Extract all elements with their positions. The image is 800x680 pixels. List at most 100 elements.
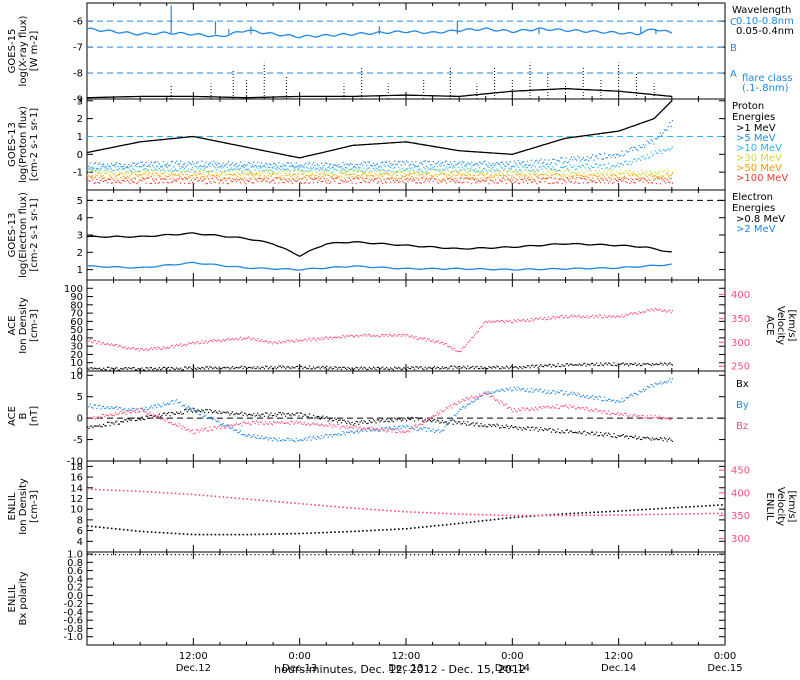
y-axis-label: ACE: [7, 316, 18, 336]
x-tick-date: Dec.14: [601, 663, 636, 674]
legend-entry: >30 MeV: [736, 153, 782, 164]
y-tick-label: 60: [70, 317, 83, 328]
legend-entry: >2 MeV: [736, 224, 776, 235]
y-right-tick-label: 450: [731, 466, 750, 477]
x-tick-time: 12:00: [179, 651, 208, 662]
y-right-tick-label: 350: [731, 511, 750, 522]
series-by: [87, 378, 674, 442]
y-axis-label: log(Electron flux): [18, 192, 29, 278]
y-axis-label: GOES-13: [7, 122, 18, 167]
y-tick-label: 2: [77, 248, 83, 259]
y-tick-label: 16: [70, 473, 83, 484]
y-axis-label: [nT]: [29, 406, 40, 426]
y-tick-label: -10: [67, 457, 83, 468]
series-bz: [87, 391, 674, 435]
y-tick-label: 5: [77, 196, 83, 207]
flare-class-label: C: [730, 17, 737, 28]
flare-class-note: flare class: [742, 73, 792, 84]
legend-entry: >100 MeV: [736, 173, 788, 184]
y-tick-label: 1: [77, 132, 83, 143]
y-tick-label: 0: [77, 150, 83, 161]
series--2-mev: [86, 261, 672, 271]
series-0-05-0-4nm: [86, 87, 672, 99]
flare-class-label: A: [730, 69, 737, 80]
y-right-tick-label: 400: [731, 290, 750, 301]
y-axis-label: [cm-2 s-1 sr-1]: [29, 108, 40, 181]
x-tick-date: Dec.14: [495, 663, 530, 674]
y-tick-label: -7: [73, 43, 83, 54]
legend-entry: >1 MeV: [736, 123, 776, 134]
y-tick-label: -6: [73, 17, 83, 28]
y-axis-label: [W m-2]: [29, 31, 40, 72]
series-ion-density: [87, 504, 723, 536]
y-axis-label: Ion Density: [18, 478, 29, 535]
y-right-tick-label: 400: [731, 488, 750, 499]
y-tick-label: 30: [70, 342, 83, 353]
series--10-mev: [87, 146, 674, 173]
y-tick-label: 10: [70, 371, 83, 382]
x-tick-time: 12:00: [604, 651, 633, 662]
y-tick-label: 8: [77, 515, 83, 526]
y-right-tick-label: 250: [731, 362, 750, 373]
legend-title: Energies: [732, 112, 775, 123]
y-tick-label: -1: [73, 168, 83, 179]
y-tick-label: 90: [70, 292, 83, 303]
y-axis-label: GOES-15: [7, 29, 18, 74]
legend-entry: >50 MeV: [736, 163, 782, 174]
y-right-axis-label: Velocity: [775, 487, 786, 526]
y-tick-label: 0.0: [67, 591, 83, 602]
y-axis-label: log(X-ray flux): [18, 15, 29, 86]
series-velocity: [87, 307, 674, 353]
legend-entry: Bz: [736, 421, 748, 432]
legend-entry: >0.8 MeV: [736, 214, 785, 225]
y-right-axis-label: [km/s]: [786, 491, 797, 523]
y-tick-label: 80: [70, 300, 83, 311]
legend-entry: 0.05-0.4nm: [736, 26, 794, 37]
y-tick-label: -0.4: [63, 607, 83, 618]
flare-class-note: (.1-.8nm): [742, 83, 789, 94]
y-tick-label: -8: [73, 69, 83, 80]
y-axis-label: ACE: [7, 406, 18, 426]
legend-title: Wavelength: [732, 5, 791, 16]
legend-title: Proton: [732, 101, 764, 112]
series--50-mev: [87, 172, 674, 180]
y-tick-label: 6: [77, 526, 83, 537]
legend-title: Electron: [732, 192, 773, 203]
y-tick-label: 70: [70, 309, 83, 320]
legend-entry: Bx: [736, 379, 749, 390]
y-axis-label: [cm-3]: [29, 490, 40, 523]
y-tick-label: 1: [77, 265, 83, 276]
legend-title: Energies: [732, 203, 775, 214]
panel-frame: [86, 370, 726, 462]
y-right-axis-label: ENLIL: [764, 493, 775, 521]
y-tick-label: 1.0: [67, 550, 83, 561]
x-tick-date: Dec.12: [176, 663, 211, 674]
y-right-axis-label: [km/s]: [786, 310, 797, 342]
y-axis-label: B: [18, 412, 29, 419]
series--0-8-mev: [86, 232, 672, 258]
x-tick-time: 0:00: [288, 651, 310, 662]
panel-frame: [86, 551, 726, 646]
series--5-mev: [87, 119, 674, 169]
legend-entry: >5 MeV: [736, 133, 776, 144]
x-tick-date: Dec.13: [388, 663, 423, 674]
series-bx: [87, 407, 674, 442]
y-tick-label: -0.8: [63, 624, 83, 635]
x-tick-time: 12:00: [392, 651, 421, 662]
panel-frame: [86, 2, 726, 100]
y-tick-label: 10: [70, 505, 83, 516]
y-tick-label: 0.8: [67, 558, 83, 569]
panel-frame: [86, 279, 726, 372]
y-tick-label: 20: [70, 350, 83, 361]
y-tick-label: -1.0: [63, 632, 83, 643]
y-tick-label: -0.2: [63, 599, 83, 610]
panel-frame: [86, 460, 726, 553]
y-right-axis-label: Velocity: [775, 306, 786, 345]
x-tick-time: 0:00: [501, 651, 523, 662]
y-tick-label: 0: [77, 367, 83, 378]
y-tick-label: 3: [77, 96, 83, 107]
y-axis-label: [cm-2 s-1 sr-1]: [29, 198, 40, 271]
series-bx-polarity: [87, 554, 723, 556]
x-tick-date: Dec.13: [282, 663, 317, 674]
y-tick-label: 0: [77, 414, 83, 425]
